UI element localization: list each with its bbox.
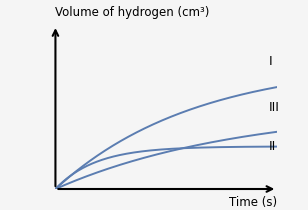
Text: II: II [268,140,276,153]
Text: Volume of hydrogen (cm³): Volume of hydrogen (cm³) [55,6,210,19]
Text: I: I [268,55,272,68]
Text: III: III [268,101,279,114]
Text: Time (s): Time (s) [229,196,277,209]
